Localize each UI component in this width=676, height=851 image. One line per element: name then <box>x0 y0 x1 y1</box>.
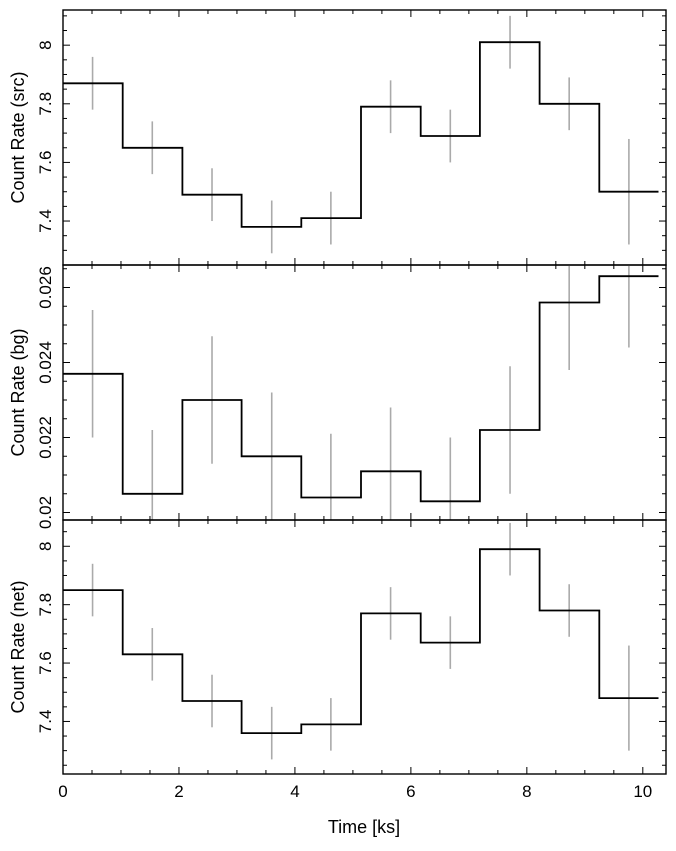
y-tick-label-src: 7.6 <box>36 151 55 175</box>
y-tick-label-net: 7.4 <box>36 710 55 734</box>
x-tick-label: 10 <box>633 782 652 801</box>
x-tick-label: 0 <box>58 782 67 801</box>
y-tick-label-src: 7.8 <box>36 92 55 116</box>
panel-src: 7.4 7.6 7.8 8 Count Rate (src) <box>8 9 667 266</box>
x-tick-label: 4 <box>290 782 299 801</box>
x-tick-label: 2 <box>174 782 183 801</box>
y-tick-label-net: 8 <box>36 542 55 551</box>
panel-net: 7.4 7.6 7.8 8 Count Rate (net) <box>8 519 667 775</box>
data-layer-net <box>63 522 659 760</box>
y-tick-label-bg: 0.024 <box>36 341 55 384</box>
y-axis-title-src: Count Rate (src) <box>8 71 28 203</box>
y-tick-label-net: 7.8 <box>36 593 55 617</box>
x-axis-title: Time [ks] <box>328 817 400 837</box>
y-axis-title-net: Count Rate (net) <box>8 580 28 713</box>
x-tick-label: 8 <box>522 782 531 801</box>
data-layer-bg <box>63 265 659 520</box>
y-tick-label-bg: 0.022 <box>36 416 55 459</box>
x-tick-label: 6 <box>406 782 415 801</box>
panel-bg: 0.02 0.022 0.024 0.026 Count Rate (bg) <box>8 264 667 529</box>
y-tick-label-bg: 0.026 <box>36 266 55 309</box>
y-tick-label-src: 8 <box>36 40 55 49</box>
y-tick-label-bg: 0.02 <box>36 496 55 529</box>
y-tick-label-net: 7.6 <box>36 651 55 675</box>
step-line-net <box>63 548 659 734</box>
panel-frame-net <box>62 519 667 775</box>
step-line-src <box>63 41 659 228</box>
y-axis-title-bg: Count Rate (bg) <box>8 328 28 456</box>
data-layer-src <box>63 15 659 254</box>
y-tick-label-src: 7.4 <box>36 209 55 233</box>
step-line-bg <box>63 275 659 503</box>
panel-frame-src <box>62 9 667 266</box>
